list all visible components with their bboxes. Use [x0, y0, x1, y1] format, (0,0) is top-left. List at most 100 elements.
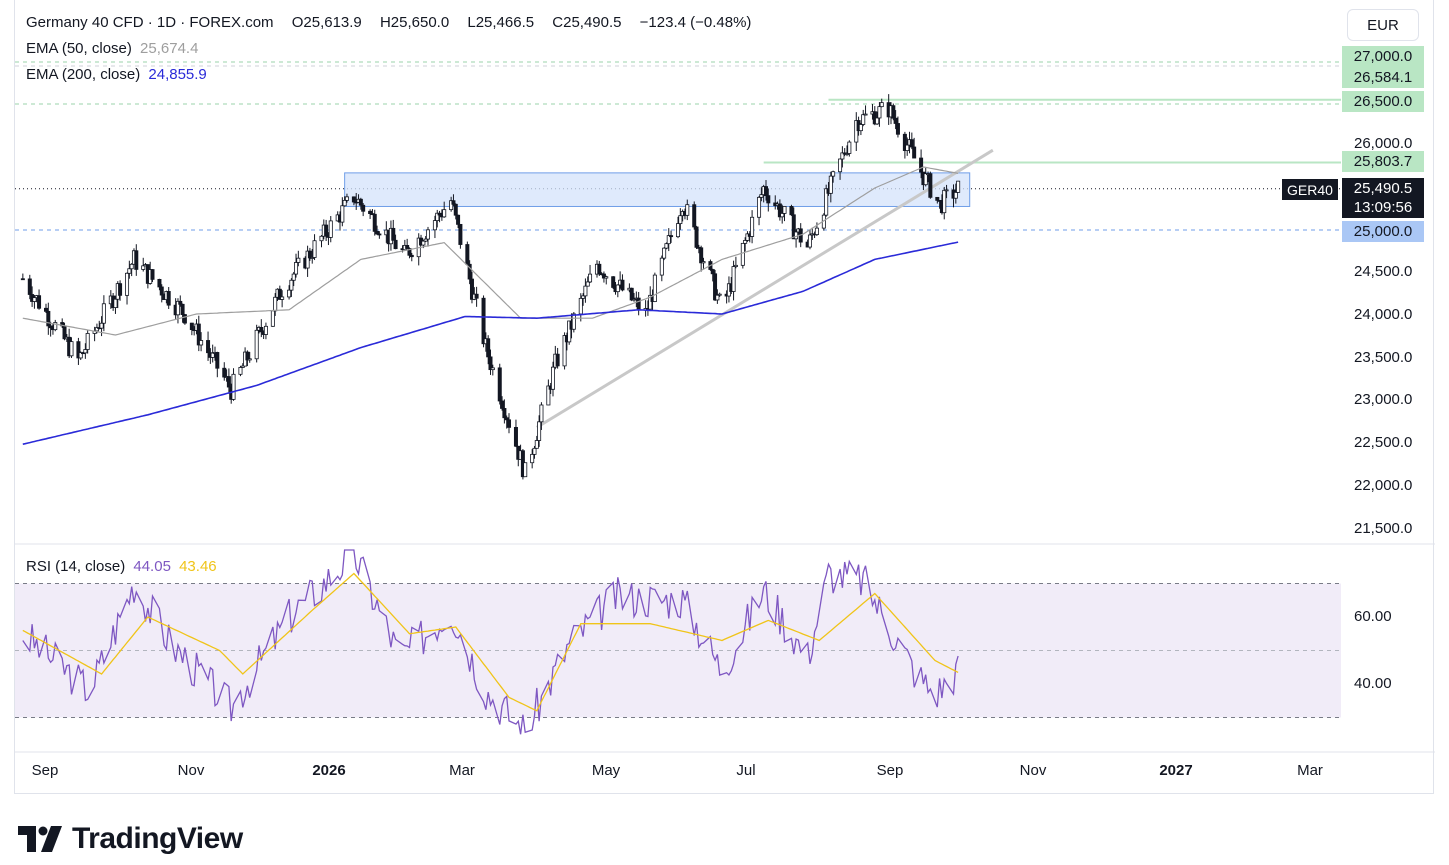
- candle-body: [780, 213, 785, 218]
- candle-body: [863, 113, 868, 116]
- candle-body: [757, 196, 762, 218]
- candle-body: [488, 356, 493, 371]
- candle-body: [824, 188, 829, 216]
- symbol-line: Germany 40 CFD · 1D · FOREX.com: [26, 14, 274, 31]
- rsi-legend[interactable]: RSI (14, close) 44.05 43.46: [26, 558, 221, 575]
- candle-body: [953, 191, 958, 199]
- candle-body: [715, 294, 720, 301]
- ohlc-legend: Germany 40 CFD · 1D · FOREX.com O25,613.…: [26, 14, 755, 31]
- time-axis-label: 2026: [312, 762, 346, 779]
- candle-body: [368, 210, 373, 214]
- candle-body: [731, 266, 736, 292]
- candle-body: [189, 322, 194, 331]
- candle-body: [701, 261, 706, 264]
- logo-text: TradingView: [72, 822, 243, 855]
- price-axis-label: 22,000.0: [1354, 477, 1413, 494]
- tradingview-logo[interactable]: TradingView: [18, 822, 243, 856]
- candle-body: [134, 250, 139, 270]
- candle-body: [942, 189, 947, 214]
- price-tag-27000: 27,000.0: [1342, 46, 1424, 67]
- candle-body: [166, 291, 171, 306]
- chart-canvas[interactable]: [15, 0, 1435, 794]
- symbol-tag: GER40: [1282, 179, 1338, 200]
- candle-body: [423, 238, 428, 242]
- candle-body: [717, 293, 722, 296]
- candle-body: [324, 224, 329, 237]
- candle-body: [534, 440, 539, 449]
- candle-body: [597, 263, 602, 275]
- ema200-value: 24,855.9: [148, 66, 207, 83]
- price-axis-label: 24,000.0: [1354, 306, 1413, 323]
- candle-body: [539, 404, 544, 423]
- candle-body: [685, 204, 690, 216]
- candle-body: [481, 297, 486, 345]
- candle-body: [53, 322, 58, 331]
- candle-body: [254, 329, 259, 360]
- candle-body: [287, 289, 292, 298]
- close-value: 25,490.5: [563, 14, 622, 31]
- candle-body: [62, 325, 67, 340]
- high-label: H: [379, 14, 391, 31]
- candle-body: [458, 223, 463, 245]
- time-axis-label: Sep: [31, 762, 59, 779]
- candle-body: [861, 114, 866, 125]
- candle-body: [666, 235, 671, 245]
- candle-body: [280, 296, 285, 300]
- candle-body: [319, 235, 324, 242]
- candle-body: [497, 367, 502, 402]
- candle-body: [710, 269, 715, 275]
- candle-body: [632, 298, 637, 301]
- price-tag-25000: 25,000.0: [1342, 221, 1424, 242]
- candle-body: [694, 226, 699, 248]
- candle-body: [858, 124, 863, 132]
- candle-body: [763, 186, 768, 197]
- candle-body: [828, 175, 833, 194]
- candle-body: [291, 273, 296, 281]
- candle-body: [247, 358, 252, 361]
- candle-body: [453, 203, 458, 216]
- candle-body: [629, 287, 634, 301]
- candle-body: [342, 199, 347, 207]
- low-value-group: L25,466.5: [467, 14, 538, 31]
- candle-body: [620, 279, 625, 291]
- ema50-legend[interactable]: EMA (50, close) 25,674.4: [26, 40, 202, 57]
- candle-body: [46, 310, 51, 327]
- candle-body: [159, 286, 164, 296]
- candle-body: [530, 453, 535, 464]
- candle-body: [469, 278, 474, 300]
- candle-body: [432, 220, 437, 231]
- candle-body: [465, 244, 470, 265]
- ema200-legend[interactable]: EMA (200, close) 24,855.9: [26, 66, 211, 83]
- candle-body: [20, 278, 25, 281]
- currency-button[interactable]: EUR: [1347, 9, 1419, 41]
- candle-body: [182, 314, 187, 324]
- candle-body: [231, 373, 236, 400]
- candle-body: [676, 223, 681, 238]
- rsi-label: RSI (14, close): [26, 558, 126, 575]
- candle-body: [504, 417, 509, 421]
- candle-body: [421, 240, 426, 246]
- candle-body: [759, 194, 764, 198]
- candle-body: [902, 133, 907, 151]
- candle-body: [78, 352, 83, 359]
- candle-body: [361, 204, 366, 212]
- candle-body: [456, 214, 461, 225]
- candle-body: [583, 285, 588, 297]
- candle-body: [578, 297, 583, 315]
- candle-body: [585, 281, 590, 287]
- candle-body: [294, 262, 299, 275]
- candle-body: [113, 298, 118, 308]
- candle-body: [847, 141, 852, 154]
- candle-body: [451, 200, 456, 205]
- candle-body: [196, 323, 201, 346]
- candle-body: [877, 106, 882, 119]
- candle-body: [296, 257, 301, 263]
- chart-frame[interactable]: [14, 0, 1435, 794]
- candle-body: [490, 367, 495, 371]
- candle-body: [273, 296, 278, 312]
- candle-body: [838, 158, 843, 173]
- candle-body: [523, 462, 528, 478]
- candle-body: [831, 171, 836, 177]
- candle-body: [437, 212, 442, 216]
- ema200-line: [22, 241, 959, 445]
